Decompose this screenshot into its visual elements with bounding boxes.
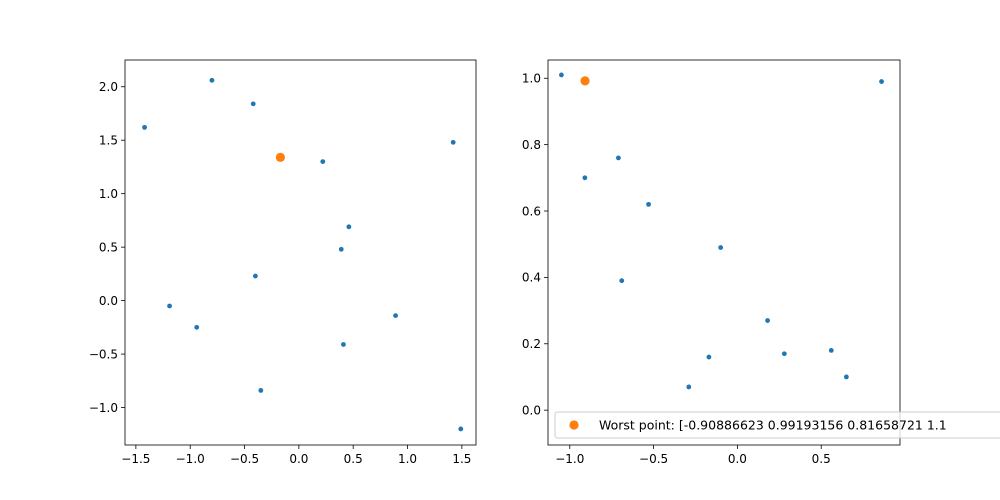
data-point	[346, 224, 352, 230]
data-point	[718, 245, 724, 250]
y-tick-label: 0.5	[99, 240, 118, 254]
x-tick-label: −0.5	[230, 452, 259, 466]
right-scatter-plot: −1.0 −0.5 0.0 0.5 0.0 0.2 0.4 0.6 0.8 1.0 Worst po…	[522, 59, 1000, 466]
x-tick-label: −0.5	[639, 452, 668, 466]
data-point	[781, 351, 787, 357]
legend-label: Worst point: [-0.90886623 0.99193156 0.8…	[599, 418, 947, 433]
y-tick-label: 1.5	[99, 134, 118, 148]
x-tick-label: −1.5	[121, 452, 150, 466]
y-tick-label: 0.8	[522, 138, 541, 152]
legend-box	[554, 411, 1000, 439]
x-tick-label: 1.5	[452, 452, 471, 466]
data-point	[167, 303, 172, 309]
data-point	[879, 79, 884, 84]
x-tick-label: 0.0	[289, 452, 308, 466]
data-point	[619, 278, 625, 284]
legend-marker	[569, 420, 579, 430]
x-tick-label: 1.0	[398, 452, 417, 466]
x-tick-label: 0.5	[812, 452, 831, 466]
axes-frame	[547, 59, 901, 446]
worst-point	[580, 76, 590, 86]
y-tick-label: −0.5	[89, 347, 118, 361]
x-tick-label: 0.5	[344, 452, 363, 466]
left-scatter-plot: −1.5 −1.0 −0.5 0.0 0.5 1.0 1.5 −1.0 −0.5 0.0 0.5 1.…	[89, 59, 477, 466]
x-tick-label: 0.0	[728, 452, 747, 466]
data-point	[194, 324, 200, 330]
data-point	[559, 72, 564, 78]
data-point	[582, 175, 588, 181]
x-tick-label: −1.0	[176, 452, 205, 466]
y-tick-label: −1.0	[89, 401, 118, 415]
data-point	[686, 384, 692, 390]
y-tick-label: 0.0	[522, 403, 541, 417]
data-point	[765, 318, 770, 323]
y-tick-label: 1.0	[522, 72, 541, 86]
data-point	[338, 246, 344, 252]
legend: Worst point: [-0.90886623 0.99193156 0.8…	[554, 411, 1000, 439]
y-tick-label: 2.0	[99, 80, 118, 94]
data-point	[250, 101, 256, 107]
y-tick-label: 0.6	[522, 204, 541, 218]
x-tick-label: −1.0	[555, 452, 584, 466]
y-tick-label: 0.4	[522, 271, 541, 285]
axes-frame	[124, 59, 477, 446]
data-point	[209, 77, 215, 83]
y-tick-label: 1.0	[99, 187, 118, 201]
data-point	[843, 374, 849, 380]
data-point	[341, 342, 346, 347]
data-point	[258, 388, 264, 393]
worst-point	[275, 152, 285, 162]
data-point	[458, 426, 464, 432]
data-point	[142, 124, 147, 130]
y-tick-label: 0.2	[522, 337, 541, 351]
y-tick-label: 0.0	[99, 294, 118, 308]
data-point	[828, 348, 834, 353]
data-point	[646, 201, 651, 207]
data-point	[706, 354, 712, 360]
data-point	[320, 159, 326, 164]
data-point	[450, 139, 456, 145]
data-point	[253, 273, 258, 279]
data-point	[616, 155, 621, 161]
data-point	[393, 313, 398, 318]
